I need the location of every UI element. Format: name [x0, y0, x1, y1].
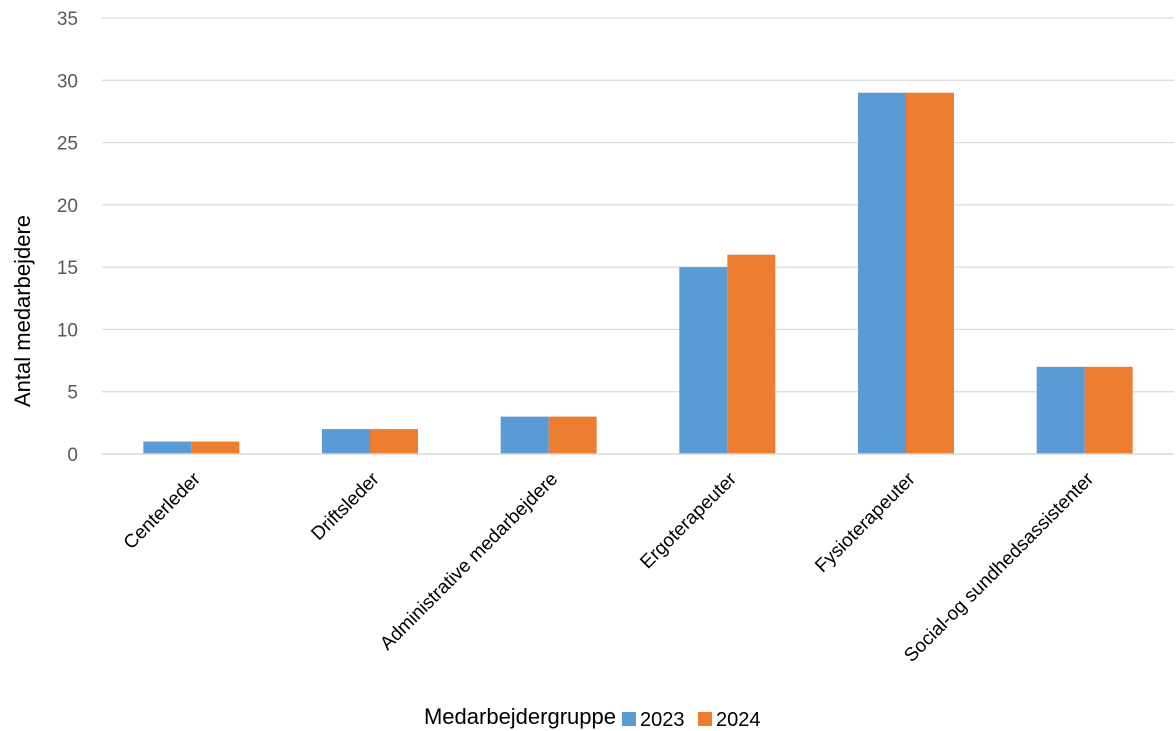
- x-category-label: Centerleder: [120, 468, 206, 554]
- x-category-label: Administrative medarbejdere: [376, 469, 562, 655]
- bar-2024-6: [1084, 366, 1133, 454]
- x-category-label: Social-og sundhedsassistenter: [900, 468, 1098, 666]
- legend-label: 2024: [716, 709, 761, 731]
- y-tick-label: 30: [57, 71, 78, 92]
- y-tick-label: 10: [57, 320, 78, 341]
- y-axis-ticks: 0 5 10 15 20 25 30 35: [57, 9, 78, 466]
- legend: 2023 2024: [622, 709, 761, 731]
- y-tick-label: 20: [57, 196, 78, 217]
- x-axis-title: Medarbejdergruppe: [424, 704, 616, 729]
- bar-2024-1: [191, 441, 240, 454]
- legend-swatch-2024: [698, 712, 712, 726]
- bar-2024-4: [727, 254, 776, 454]
- bar-2024-5: [906, 92, 954, 454]
- y-tick-label: 35: [57, 9, 78, 30]
- bar-2023-4: [679, 267, 728, 454]
- bars: [143, 92, 1133, 454]
- legend-label: 2023: [640, 709, 685, 731]
- bar-2024-3: [548, 416, 597, 454]
- bar-2023-6: [1036, 366, 1085, 454]
- x-category-label: Ergoterapeuter: [636, 468, 741, 573]
- x-category-label: Driftsleder: [307, 468, 384, 545]
- y-axis-title: Antal medarbejdere: [10, 215, 35, 407]
- y-tick-label: 25: [57, 134, 78, 155]
- y-tick-label: 5: [67, 383, 78, 404]
- gridlines: [102, 17, 1174, 393]
- y-tick-label: 15: [57, 258, 78, 279]
- bar-2023-2: [322, 429, 370, 454]
- x-category-label: Fysioterapeuter: [811, 468, 920, 577]
- legend-swatch-2023: [622, 712, 636, 726]
- bar-2024-2: [370, 429, 418, 454]
- bar-2023-3: [500, 416, 549, 454]
- y-tick-label: 0: [67, 445, 78, 466]
- bar-2023-5: [858, 92, 906, 454]
- bar-2023-1: [143, 441, 192, 454]
